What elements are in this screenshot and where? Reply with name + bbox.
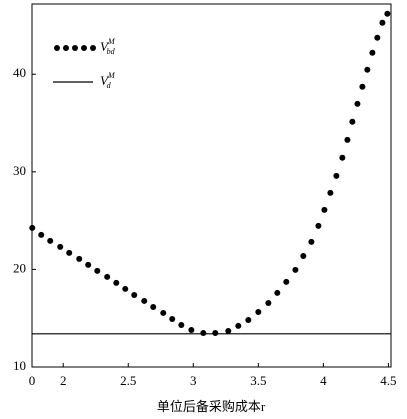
- x-tick-label: 4.5: [380, 373, 396, 388]
- data-point: [315, 222, 322, 229]
- legend-marker: [72, 45, 78, 51]
- x-axis-label: 单位后备采购成本r: [157, 399, 266, 414]
- data-point: [150, 303, 157, 310]
- data-point: [160, 309, 167, 316]
- legend-marker: [63, 45, 69, 51]
- legend-sub: bd: [107, 47, 116, 56]
- data-point: [141, 297, 148, 304]
- legend-sup: M: [107, 71, 116, 80]
- data-point: [255, 308, 262, 315]
- data-point: [245, 316, 252, 323]
- legend-marker: [81, 45, 87, 51]
- data-point: [321, 206, 328, 213]
- data-point: [369, 49, 376, 56]
- data-point: [265, 299, 272, 306]
- x-tick-label: 3: [190, 373, 197, 388]
- x-tick-label: 3.5: [250, 373, 266, 388]
- data-point: [178, 321, 185, 328]
- data-point: [94, 267, 101, 274]
- data-point: [29, 224, 36, 231]
- x-tick-label: 0: [29, 373, 36, 388]
- y-tick-label: 30: [13, 163, 26, 178]
- data-point: [76, 255, 83, 262]
- legend-name: V: [100, 73, 110, 88]
- data-point: [212, 329, 219, 336]
- data-point: [104, 273, 111, 280]
- data-point: [225, 327, 232, 334]
- data-point: [200, 329, 207, 336]
- data-point: [384, 10, 391, 17]
- legend-name: V: [100, 39, 110, 54]
- data-point: [235, 322, 242, 329]
- data-point: [327, 189, 334, 196]
- data-point: [274, 289, 281, 296]
- data-point: [169, 315, 176, 322]
- data-point: [339, 154, 346, 161]
- x-tick-label: 4: [320, 373, 327, 388]
- data-point: [188, 327, 195, 334]
- legend-sub: d: [107, 81, 112, 90]
- plot-frame: [31, 3, 392, 368]
- legend-label: VM bd: [100, 37, 116, 56]
- data-point: [359, 83, 366, 90]
- data-point: [113, 279, 120, 286]
- data-point: [354, 100, 361, 107]
- data-point: [349, 118, 356, 125]
- x-tick-label: 2.5: [120, 373, 136, 388]
- data-point: [66, 249, 73, 256]
- data-point: [374, 34, 381, 41]
- data-point: [283, 278, 290, 285]
- y-tick-label: 20: [13, 260, 26, 275]
- data-point: [47, 237, 54, 244]
- legend-label: VM d: [100, 71, 116, 90]
- data-point: [300, 252, 307, 259]
- data-point: [333, 172, 340, 179]
- x-tick-label: 2: [60, 373, 67, 388]
- legend-sup: M: [107, 37, 116, 46]
- data-point: [379, 19, 386, 26]
- data-point: [85, 261, 92, 268]
- data-point: [308, 238, 315, 245]
- data-point: [344, 136, 351, 143]
- y-tick-label: 40: [13, 65, 26, 80]
- data-point: [122, 285, 129, 292]
- legend-marker: [90, 45, 96, 51]
- data-point: [38, 231, 45, 238]
- data-point: [292, 266, 299, 273]
- y-tick-label: 10: [13, 358, 26, 373]
- legend-marker: [54, 45, 60, 51]
- data-point: [131, 291, 138, 298]
- data-point: [57, 243, 64, 250]
- data-point: [364, 66, 371, 73]
